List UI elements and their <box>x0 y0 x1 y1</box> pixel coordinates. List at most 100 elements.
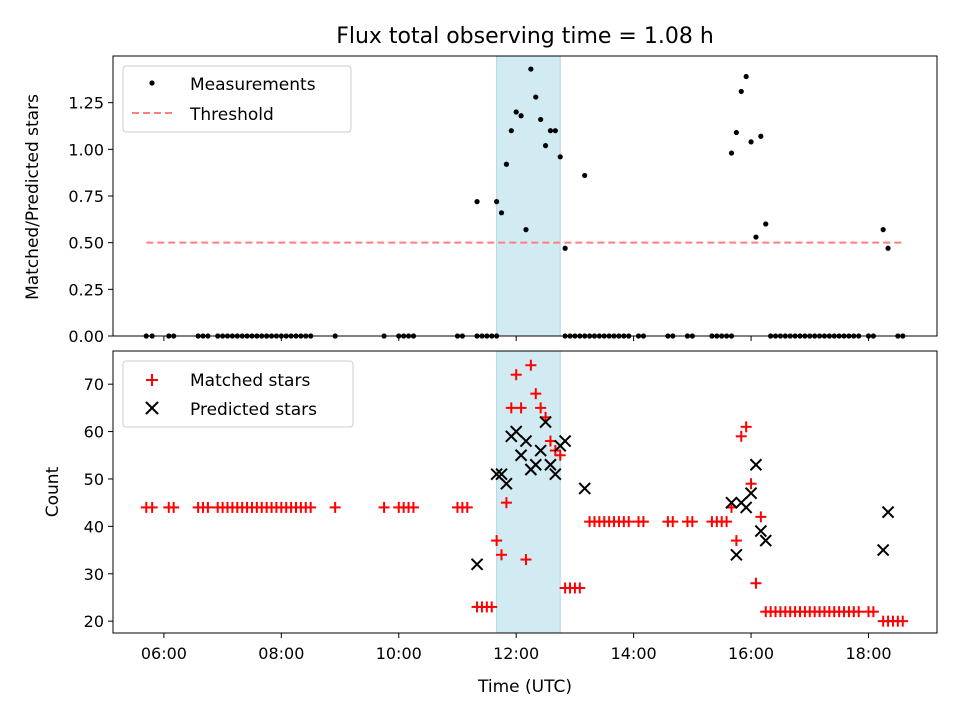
measurement-point <box>880 227 886 233</box>
top-legend-box <box>122 65 352 133</box>
predicted-star-point <box>549 468 562 481</box>
top-y-tick-label: 1.00 <box>68 140 104 159</box>
predicted-star-point <box>495 468 508 481</box>
measurement-point <box>753 234 759 240</box>
predicted-star-point <box>519 434 533 448</box>
top-y-axis-label: Matched/Predicted stars <box>23 94 43 300</box>
matched-star-point <box>623 516 635 528</box>
measurement-point <box>533 94 539 100</box>
measurement-point <box>885 245 891 251</box>
measurement-point <box>508 128 514 134</box>
top-y-tick-label: 1.25 <box>68 94 104 113</box>
predicted-star-point <box>514 449 528 462</box>
bottom-y-tick-label: 70 <box>84 375 104 394</box>
x-tick-label: 12:00 <box>493 644 539 663</box>
predicted-star-point <box>578 482 591 495</box>
matched-star-point <box>496 549 508 561</box>
matched-star-point <box>721 516 733 528</box>
legend-marker-predicted-stars <box>145 401 159 415</box>
bottom-y-tick-label: 50 <box>84 470 104 489</box>
predicted-star-point <box>749 458 763 471</box>
measurement-point <box>498 210 505 216</box>
x-tick-label: 10:00 <box>376 644 422 663</box>
measurement-point <box>728 150 735 156</box>
predicted-star-point <box>490 468 503 481</box>
x-axis-label: Time (UTC) <box>477 677 572 697</box>
matched-star-point <box>530 388 542 400</box>
predicted-star-point <box>725 496 738 509</box>
bottom-legend-box <box>122 360 354 428</box>
top-panel: Flux total observing time = 1.08 h 0.00 0… <box>23 24 938 346</box>
measurement-point <box>503 161 510 167</box>
measurement-point <box>738 88 744 95</box>
top-y-tick-label: 0.50 <box>68 234 104 253</box>
matched-star-point <box>505 402 517 414</box>
matched-star-point <box>520 554 532 566</box>
x-tick-label: 14:00 <box>611 644 657 663</box>
measurement-point <box>538 116 544 123</box>
matched-star-point <box>510 369 522 381</box>
legend-marker-measurements <box>149 80 155 86</box>
bottom-axes-frame <box>112 350 938 634</box>
matched-star-point <box>554 449 566 461</box>
matched-star-point <box>500 497 512 509</box>
bottom-panel: 20 30 40 50 60 70 06:00 08:00 10:00 12:00 14:00 16… <box>43 350 938 697</box>
measurement-point <box>557 154 563 160</box>
measurement-point <box>748 139 754 145</box>
matched-star-point <box>574 582 586 594</box>
predicted-star-point <box>730 548 743 562</box>
legend-label-predicted-stars: Predicted stars <box>190 400 317 420</box>
bottom-y-axis-label: Count <box>43 466 63 517</box>
top-y-tick-label: 0.00 <box>68 327 104 346</box>
matched-star-point <box>378 501 390 513</box>
measurement-point <box>758 133 764 139</box>
matched-star-point <box>745 478 757 490</box>
matched-star-point <box>686 516 698 528</box>
matched-star-point <box>329 501 341 513</box>
measurement-point <box>474 199 480 205</box>
measurement-point <box>528 66 534 72</box>
top-y-tick-label: 0.75 <box>68 187 104 206</box>
matched-star-point <box>202 501 214 513</box>
measurement-point <box>562 245 568 251</box>
matched-star-point <box>667 516 679 528</box>
bottom-y-tick-label: 60 <box>84 423 104 442</box>
measurement-point <box>547 128 554 134</box>
predicted-star-point <box>739 501 753 514</box>
matched-star-point <box>486 601 498 613</box>
predicted-star-point <box>509 425 523 438</box>
predicted-star-point <box>754 524 768 538</box>
bottom-legend: Matched stars Predicted stars <box>122 360 354 428</box>
top-highlight-span <box>496 55 561 337</box>
matched-star-point <box>867 606 879 618</box>
matched-star-point <box>730 535 742 547</box>
top-y-tick-label: 0.25 <box>68 280 104 299</box>
measurement-point <box>494 199 500 205</box>
x-tick-label: 18:00 <box>845 644 891 663</box>
matched-star-point <box>750 577 762 589</box>
top-legend: Measurements Threshold <box>122 65 352 133</box>
predicted-star-point <box>470 558 484 571</box>
measurement-point <box>743 73 749 80</box>
predicted-star-point <box>539 415 552 429</box>
legend-label-matched-stars: Matched stars <box>190 371 310 391</box>
matched-star-point <box>525 359 537 371</box>
measurement-point <box>513 109 519 115</box>
measurement-point <box>518 113 524 119</box>
bottom-y-tick-label: 30 <box>84 565 104 584</box>
matched-star-point <box>168 501 180 513</box>
predicted-star-point <box>544 458 557 471</box>
bottom-y-tick-label: 40 <box>84 517 104 536</box>
predicted-star-point <box>876 543 890 557</box>
predicted-star-point <box>558 434 572 448</box>
matched-star-point <box>305 501 317 513</box>
predicted-star-point <box>534 444 547 457</box>
legend-marker-matched-stars <box>146 374 158 386</box>
predicted-star-point <box>529 458 542 471</box>
measurement-point <box>523 227 529 233</box>
measurement-point <box>733 129 739 136</box>
legend-label-threshold: Threshold <box>189 105 274 125</box>
predicted-star-point <box>881 505 895 519</box>
matched-star-point <box>146 501 158 513</box>
